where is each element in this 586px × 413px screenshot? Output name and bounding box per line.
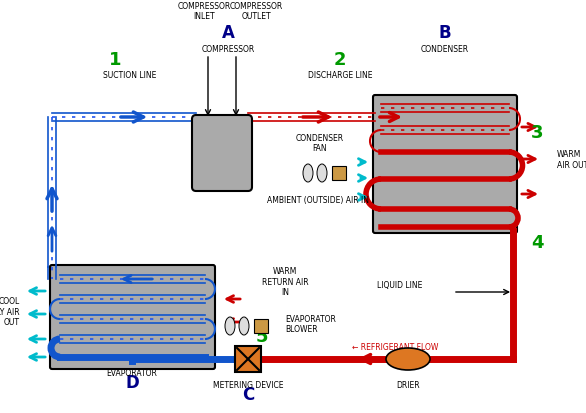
Text: A: A — [222, 24, 234, 42]
Text: 4: 4 — [531, 233, 543, 252]
Text: COMPRESSOR
INLET: COMPRESSOR INLET — [178, 2, 231, 21]
Text: WARM
AIR OUT: WARM AIR OUT — [557, 150, 586, 169]
Text: LIQUID LINE: LIQUID LINE — [377, 280, 423, 289]
Text: ← REFRIGERANT FLOW: ← REFRIGERANT FLOW — [352, 342, 438, 351]
FancyBboxPatch shape — [373, 96, 517, 233]
FancyBboxPatch shape — [50, 266, 215, 369]
Ellipse shape — [225, 317, 235, 335]
Bar — [235, 346, 261, 372]
Text: EVAPORATOR
BLOWER: EVAPORATOR BLOWER — [285, 314, 336, 333]
Text: CONDENSER
FAN: CONDENSER FAN — [296, 133, 344, 153]
Text: 3: 3 — [531, 124, 543, 142]
Ellipse shape — [386, 348, 430, 370]
Text: DRIER: DRIER — [396, 380, 420, 389]
Text: COMPRESSOR: COMPRESSOR — [202, 45, 255, 54]
Text: C: C — [242, 385, 254, 403]
Text: AMBIENT (OUTSIDE) AIR IN: AMBIENT (OUTSIDE) AIR IN — [267, 195, 369, 204]
Text: EVAPORATOR: EVAPORATOR — [107, 368, 158, 377]
Ellipse shape — [317, 165, 327, 183]
Text: COOL
SUPPLY AIR
OUT: COOL SUPPLY AIR OUT — [0, 297, 20, 326]
Text: 5: 5 — [255, 327, 268, 345]
Text: DISCHARGE LINE: DISCHARGE LINE — [308, 71, 372, 80]
FancyBboxPatch shape — [192, 116, 252, 192]
Bar — [332, 166, 346, 180]
Text: 1: 1 — [109, 51, 121, 69]
Ellipse shape — [239, 317, 249, 335]
Text: WARM
RETURN AIR
IN: WARM RETURN AIR IN — [262, 266, 308, 296]
Ellipse shape — [303, 165, 313, 183]
Text: METERING DEVICE: METERING DEVICE — [213, 380, 283, 389]
Text: 2: 2 — [334, 51, 346, 69]
Text: COMPRESSOR
OUTLET: COMPRESSOR OUTLET — [229, 2, 282, 21]
Text: D: D — [125, 373, 139, 391]
Text: B: B — [439, 24, 451, 42]
Bar — [254, 319, 268, 333]
Text: SUCTION LINE: SUCTION LINE — [103, 71, 156, 80]
Text: CONDENSER: CONDENSER — [421, 45, 469, 54]
